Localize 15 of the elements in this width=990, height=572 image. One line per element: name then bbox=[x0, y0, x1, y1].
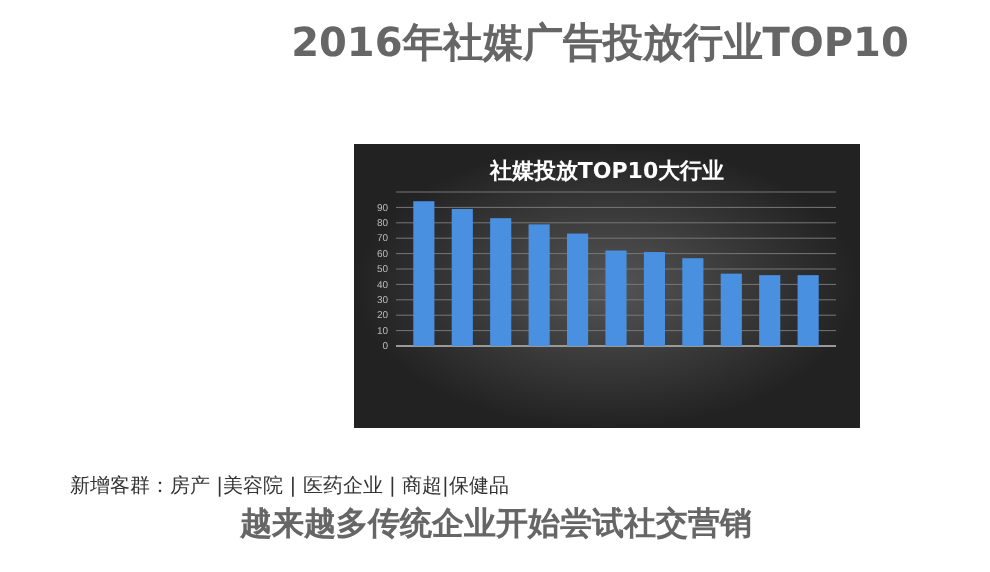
chart-title: 2016年社媒广告投放行业TOP10 bbox=[291, 18, 909, 66]
bar bbox=[797, 275, 819, 346]
bar bbox=[682, 258, 704, 346]
bar bbox=[490, 218, 512, 346]
bar bbox=[605, 250, 627, 346]
bar bbox=[528, 224, 550, 346]
bar bbox=[759, 275, 781, 346]
chart-subtitle: 社媒投放TOP10大行业 bbox=[487, 158, 725, 184]
text: 新增客群：房产 |美容院 | 医药企业 | 商超|保健品 bbox=[70, 474, 509, 498]
bar bbox=[451, 208, 473, 346]
bar bbox=[720, 273, 742, 346]
bar bbox=[567, 233, 589, 346]
text: 越来越多传统企业开始尝试社交营销 bbox=[238, 504, 752, 542]
bar bbox=[413, 201, 435, 346]
bar bbox=[643, 252, 665, 346]
